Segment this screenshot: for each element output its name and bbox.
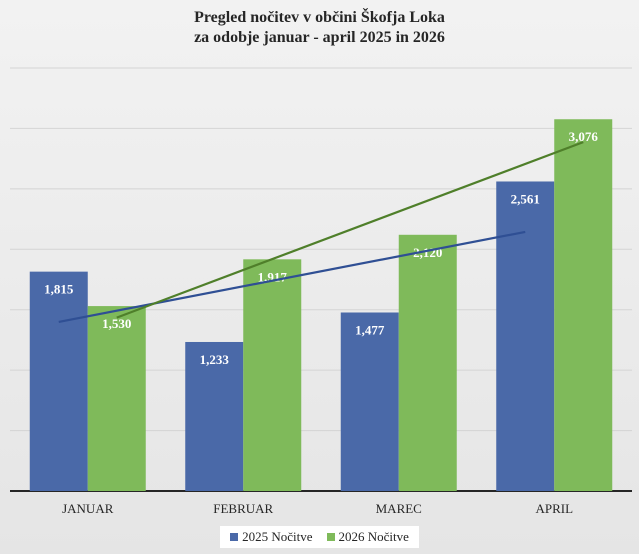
- legend: 2025 Nočitve 2026 Nočitve: [0, 526, 639, 548]
- x-tick-label-april: APRIL: [535, 501, 573, 516]
- bar-2026-januar: [87, 306, 146, 491]
- legend-label-2025: 2025 Nočitve: [242, 529, 313, 544]
- legend-item-2026: 2026 Nočitve: [326, 529, 409, 545]
- bar-2026-april: [554, 119, 613, 491]
- data-label-2026-januar: 1,530: [102, 316, 131, 331]
- legend-box: 2025 Nočitve 2026 Nočitve: [220, 526, 419, 548]
- data-label-2025-marec: 1,477: [355, 322, 385, 337]
- bar-2026-februar: [243, 259, 302, 491]
- chart-title-line-1: Pregled nočitev v občini Škofja Loka: [194, 9, 445, 26]
- trendline-2025: [58, 230, 526, 323]
- data-label-2026-april: 3,076: [569, 129, 599, 144]
- chart-title: Pregled nočitev v občini Škofja Loka za …: [0, 8, 639, 48]
- legend-label-2026: 2026 Nočitve: [338, 529, 409, 544]
- chart-title-line-2: za odobje januar - april 2025 in 2026: [194, 29, 445, 46]
- x-tick-label-februar: FEBRUAR: [213, 501, 273, 516]
- bar-2026-marec: [398, 234, 457, 492]
- data-label-2025-januar: 1,815: [44, 282, 74, 297]
- legend-swatch-2025: [230, 533, 239, 541]
- data-label-2026-februar: 1,917: [258, 269, 288, 284]
- bar-2025-februar: [185, 341, 244, 491]
- bar-2025-april: [496, 181, 555, 491]
- legend-swatch-2026: [326, 533, 335, 541]
- bar-2025-marec: [340, 312, 399, 491]
- x-tick-label-januar: JANUAR: [62, 501, 114, 516]
- x-tick-label-marec: MAREC: [376, 501, 422, 516]
- data-label-2025-april: 2,561: [511, 191, 540, 206]
- bar-2025-januar: [29, 271, 88, 491]
- legend-item-2025: 2025 Nočitve: [230, 529, 313, 545]
- trendline-2026: [116, 141, 584, 319]
- data-label-2025-februar: 1,233: [200, 352, 230, 367]
